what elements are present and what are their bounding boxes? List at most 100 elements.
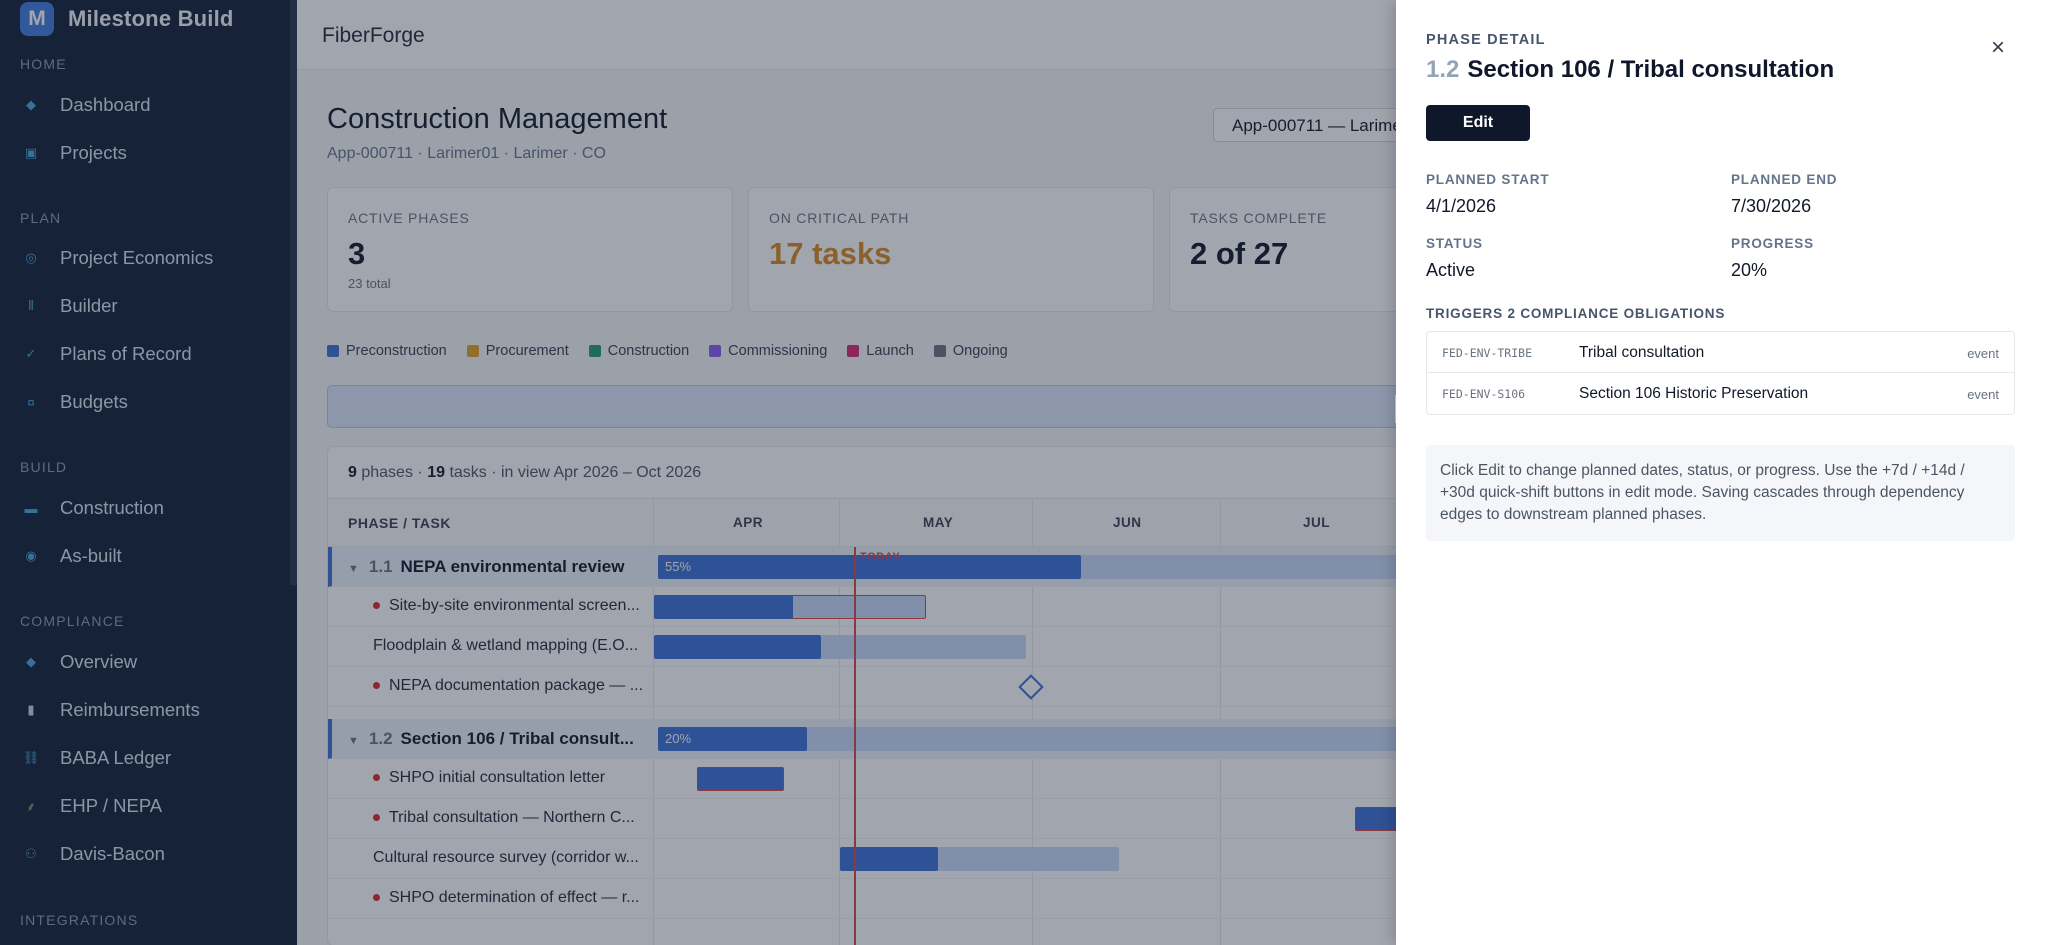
task-row[interactable]: Cultural resource survey (corridor w...: [328, 839, 1526, 879]
sidebar-item-project-economics[interactable]: ◎ Project Economics: [0, 238, 290, 278]
columns-icon: ⫴: [28, 298, 34, 313]
task-name: SHPO initial consultation letter: [389, 769, 606, 786]
sidebar: M Milestone Build HOME ◆ Dashboard ▣ Pro…: [0, 0, 297, 945]
phase-name: NEPA environmental review: [400, 557, 625, 576]
obligation-code: FED-ENV-TRIBE: [1442, 346, 1533, 360]
status-value: Active: [1426, 260, 1476, 280]
people-icon: ⚇: [25, 846, 37, 861]
task-name: Tribal consultation — Northern C...: [389, 809, 635, 826]
caret-down-icon[interactable]: ▼: [348, 735, 359, 747]
phase-bar-progress[interactable]: 55%: [658, 555, 1081, 579]
stat-value: 2 of 27: [1190, 236, 1289, 271]
sidebar-item-overview[interactable]: ◆ Overview: [0, 642, 290, 682]
sidebar-item-label: Construction: [60, 497, 164, 518]
sidebar-item-davis-bacon[interactable]: ⚇ Davis-Bacon: [0, 834, 290, 874]
caret-down-icon[interactable]: ▼: [348, 563, 359, 575]
sidebar-item-projects[interactable]: ▣ Projects: [0, 133, 290, 173]
legend-swatch: [327, 345, 339, 357]
sidebar-item-plans-of-record[interactable]: ✓ Plans of Record: [0, 334, 290, 374]
task-bar[interactable]: [697, 767, 784, 791]
sidebar-item-builder[interactable]: ⫴ Builder: [0, 286, 290, 326]
task-row[interactable]: NEPA documentation package — ...: [328, 667, 1526, 707]
sidebar-item-budgets[interactable]: ¤ Budgets: [0, 382, 290, 422]
task-row[interactable]: SHPO determination of effect — r...: [328, 879, 1526, 919]
sidebar-item-label: Projects: [60, 142, 127, 163]
stat-value: 3: [348, 236, 366, 271]
sidebar-item-label: Plans of Record: [60, 343, 192, 364]
phase-bar-progress[interactable]: 20%: [658, 727, 807, 751]
sidebar-item-ehp-nepa[interactable]: ⸙ EHP / NEPA: [0, 786, 290, 826]
planned-end-label: PLANNED END: [1731, 172, 1838, 187]
task-row[interactable]: Floodplain & wetland mapping (E.O...: [328, 627, 1526, 667]
sidebar-item-construction[interactable]: ▬ Construction: [0, 488, 290, 528]
document-icon: ▮: [27, 702, 35, 717]
phase-row[interactable]: ▼ 1.1 NEPA environmental review 55%: [328, 547, 1526, 587]
link-icon: ⛓: [22, 750, 40, 765]
task-count-label: tasks · in view Apr 2026 – Oct 2026: [449, 464, 702, 481]
check-icon: ✓: [25, 346, 37, 361]
stat-card-critical-path: ON CRITICAL PATH 17 tasks: [748, 187, 1154, 312]
sidebar-item-label: BABA Ledger: [60, 747, 172, 768]
sidebar-item-dashboard[interactable]: ◆ Dashboard: [0, 85, 290, 125]
stat-label: ON CRITICAL PATH: [769, 210, 910, 226]
close-icon[interactable]: ×: [1990, 34, 2005, 61]
phase-row[interactable]: ▼ 1.2 Section 106 / Tribal consult... 20%: [328, 719, 1526, 759]
legend-label: Preconstruction: [346, 343, 447, 359]
budget-icon: ¤: [27, 394, 35, 410]
legend-swatch: [588, 345, 601, 357]
drawer-title: 1.2 Section 106 / Tribal consultation: [1426, 56, 1834, 84]
phase-number: 1.2: [368, 729, 393, 748]
task-name: Site-by-site environmental screen...: [389, 597, 640, 614]
task-row[interactable]: Site-by-site environmental screen...: [328, 587, 1526, 627]
section-label-home: HOME: [20, 56, 67, 72]
sidebar-item-label: Reimbursements: [60, 699, 200, 720]
stat-label: TASKS COMPLETE: [1190, 210, 1327, 226]
modal-backdrop[interactable]: [0, 0, 1396, 945]
section-label-plan: PLAN: [20, 210, 62, 226]
brand[interactable]: M Milestone Build: [20, 2, 234, 36]
obligations-table: FED-ENV-TRIBE Tribal consultation event …: [1426, 331, 2015, 415]
sidebar-item-label: EHP / NEPA: [60, 795, 163, 816]
sidebar-item-label: Project Economics: [60, 247, 214, 268]
drawer-eyebrow: PHASE DETAIL: [1426, 32, 1546, 48]
month-label: MAY: [923, 515, 954, 530]
critical-dot-icon: [373, 774, 380, 782]
section-label-compliance: COMPLIANCE: [20, 613, 125, 629]
target-icon: ◎: [25, 250, 37, 265]
sidebar-scrollbar[interactable]: [290, 0, 297, 585]
legend-item: Ongoing: [933, 343, 1008, 359]
critical-dot-icon: [373, 602, 380, 610]
phase-legend: Preconstruction Procurement Construction…: [327, 343, 1008, 359]
sidebar-item-label: Overview: [60, 651, 138, 672]
task-bar-progress: [654, 635, 821, 659]
status-label: STATUS: [1426, 236, 1483, 251]
obligation-title: Section 106 Historic Preservation: [1579, 385, 1809, 402]
construction-icon: ▬: [24, 500, 38, 516]
legend-item: Commissioning: [709, 343, 827, 359]
brand-name: Milestone Build: [68, 6, 234, 31]
obligation-kind: event: [1967, 346, 1999, 361]
sidebar-item-as-built[interactable]: ◉ As-built: [0, 536, 290, 576]
task-row[interactable]: SHPO initial consultation letter: [328, 759, 1526, 799]
obligation-row[interactable]: FED-ENV-S106 Section 106 Historic Preser…: [1427, 373, 2014, 414]
edit-button[interactable]: Edit: [1426, 105, 1530, 141]
obligations-heading: TRIGGERS 2 COMPLIANCE OBLIGATIONS: [1426, 306, 1726, 321]
task-bar-progress: [654, 595, 793, 619]
task-bar-progress: [840, 847, 938, 871]
sidebar-item-reimbursements[interactable]: ▮ Reimbursements: [0, 690, 290, 730]
legend-label: Launch: [866, 343, 914, 359]
timeline-overview-bar[interactable]: [327, 385, 1527, 428]
page-subtitle: App-000711 · Larimer01 · Larimer · CO: [327, 145, 606, 162]
progress-label: PROGRESS: [1731, 236, 1814, 251]
sidebar-item-baba-ledger[interactable]: ⛓ BABA Ledger: [0, 738, 290, 778]
phase-count: 9: [348, 464, 357, 481]
obligation-kind: event: [1967, 387, 1999, 402]
task-name: Floodplain & wetland mapping (E.O...: [373, 637, 639, 654]
task-name: NEPA documentation package — ...: [389, 677, 644, 694]
planned-start-label: PLANNED START: [1426, 172, 1550, 187]
legend-item: Procurement: [466, 343, 569, 359]
critical-dot-icon: [373, 682, 380, 690]
obligation-row[interactable]: FED-ENV-TRIBE Tribal consultation event: [1427, 332, 2014, 373]
stat-sub: 23 total: [348, 276, 391, 291]
progress-value: 20%: [1731, 260, 1768, 280]
